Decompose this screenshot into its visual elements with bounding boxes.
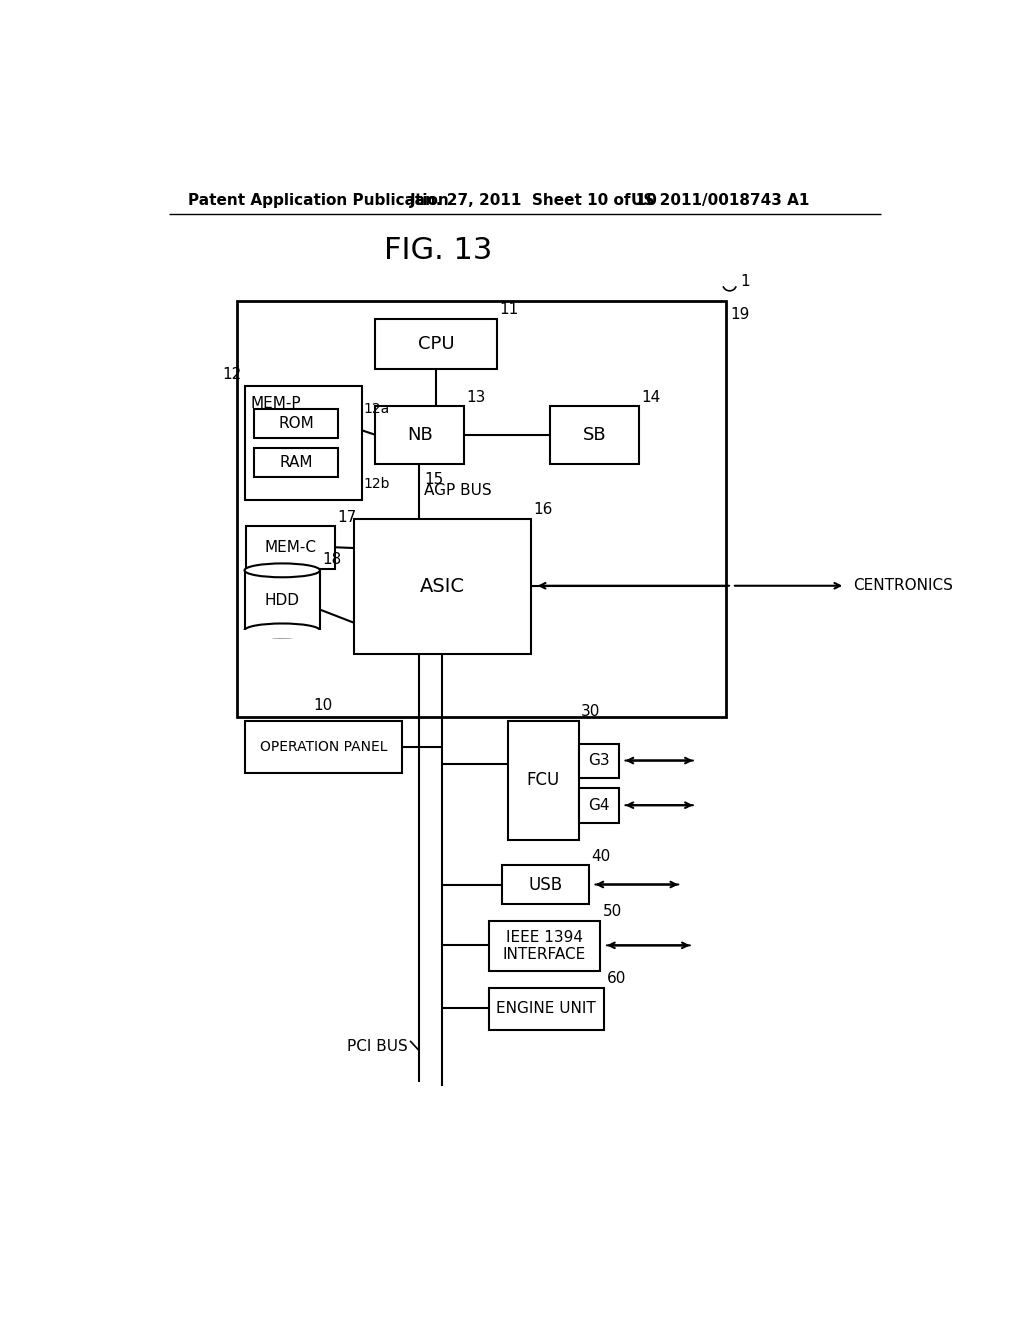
Bar xyxy=(245,721,402,774)
Text: Jan. 27, 2011  Sheet 10 of 10: Jan. 27, 2011 Sheet 10 of 10 xyxy=(410,193,658,209)
Bar xyxy=(488,921,600,970)
Text: US 2011/0018743 A1: US 2011/0018743 A1 xyxy=(631,193,809,209)
Bar xyxy=(254,409,339,438)
Text: 40: 40 xyxy=(591,849,610,863)
Text: AGP BUS: AGP BUS xyxy=(424,483,492,498)
Text: 30: 30 xyxy=(581,704,600,719)
Bar xyxy=(579,788,618,822)
Bar xyxy=(245,385,361,499)
Text: 11: 11 xyxy=(500,302,518,317)
Ellipse shape xyxy=(245,623,319,638)
Text: ENGINE UNIT: ENGINE UNIT xyxy=(497,1002,596,1016)
Text: Patent Application Publication: Patent Application Publication xyxy=(188,193,450,209)
Bar xyxy=(376,407,464,465)
Bar xyxy=(508,721,579,840)
Text: 1: 1 xyxy=(740,275,750,289)
Text: USB: USB xyxy=(528,875,562,894)
Bar xyxy=(246,527,335,569)
Text: 10: 10 xyxy=(313,698,333,713)
Bar xyxy=(579,743,618,779)
Text: CENTRONICS: CENTRONICS xyxy=(853,578,952,593)
Text: 14: 14 xyxy=(641,389,660,405)
Text: 17: 17 xyxy=(337,510,356,525)
Text: RAM: RAM xyxy=(280,455,313,470)
Text: MEM-P: MEM-P xyxy=(251,396,301,412)
Text: CPU: CPU xyxy=(418,334,455,352)
Text: 18: 18 xyxy=(323,552,342,566)
Text: PCI BUS: PCI BUS xyxy=(347,1039,408,1055)
Text: 15: 15 xyxy=(424,471,443,487)
Bar xyxy=(254,447,339,478)
Text: G3: G3 xyxy=(588,754,609,768)
Bar xyxy=(488,987,604,1030)
Text: IEEE 1394
INTERFACE: IEEE 1394 INTERFACE xyxy=(503,929,586,962)
Text: ROM: ROM xyxy=(279,416,314,430)
Bar xyxy=(550,407,639,465)
Text: MEM-C: MEM-C xyxy=(264,540,316,556)
Bar xyxy=(245,570,319,631)
Text: NB: NB xyxy=(407,426,432,445)
Text: OPERATION PANEL: OPERATION PANEL xyxy=(260,739,387,754)
Bar xyxy=(503,866,589,904)
Text: FCU: FCU xyxy=(526,771,560,789)
Text: HDD: HDD xyxy=(265,593,300,609)
Bar xyxy=(243,631,322,638)
Text: SB: SB xyxy=(583,426,606,445)
Text: FIG. 13: FIG. 13 xyxy=(384,236,493,265)
Text: 16: 16 xyxy=(534,502,553,517)
Text: 50: 50 xyxy=(602,904,622,919)
Text: G4: G4 xyxy=(588,799,609,813)
Text: 13: 13 xyxy=(466,389,485,405)
Ellipse shape xyxy=(245,564,319,577)
Text: 12: 12 xyxy=(222,367,242,381)
Text: 19: 19 xyxy=(730,308,750,322)
Bar xyxy=(237,301,726,717)
Text: 60: 60 xyxy=(606,972,626,986)
Text: 12a: 12a xyxy=(364,401,390,416)
Bar xyxy=(354,519,531,653)
Text: ASIC: ASIC xyxy=(420,577,465,595)
Text: 12b: 12b xyxy=(364,477,390,491)
Bar xyxy=(376,318,497,368)
